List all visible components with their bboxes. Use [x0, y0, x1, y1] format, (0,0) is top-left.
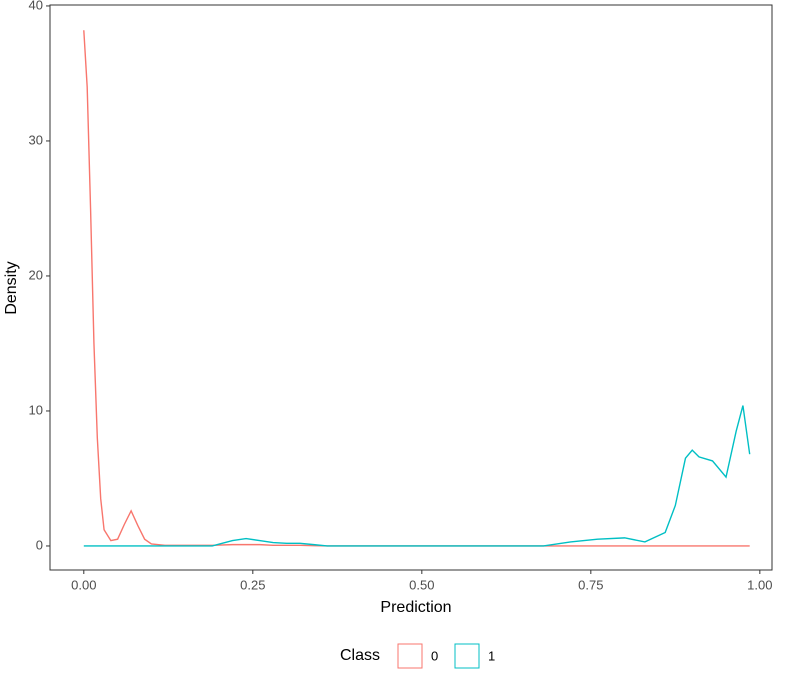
y-tick-label: 40	[29, 0, 43, 12]
plot-panel	[49, 4, 773, 571]
legend-label: 1	[488, 648, 495, 663]
legend-key	[397, 643, 423, 669]
density-line	[83, 405, 751, 547]
x-tick-label: 0.50	[409, 577, 434, 592]
legend-key	[454, 643, 480, 669]
x-tick-label: 0.25	[240, 577, 265, 592]
y-tick-label: 20	[29, 267, 43, 282]
y-tick-label: 10	[29, 402, 43, 417]
x-axis-label: Prediction	[380, 599, 451, 616]
x-tick-label: 0.75	[578, 577, 603, 592]
x-tick-label: 0.00	[71, 577, 96, 592]
y-axis-label: Density	[3, 261, 20, 314]
legend-title: Class	[340, 647, 380, 664]
density-line	[83, 30, 750, 547]
y-tick-label: 30	[29, 132, 43, 147]
y-tick-label: 0	[36, 537, 43, 552]
x-tick-label: 1.00	[747, 577, 772, 592]
legend-label: 0	[431, 648, 438, 663]
